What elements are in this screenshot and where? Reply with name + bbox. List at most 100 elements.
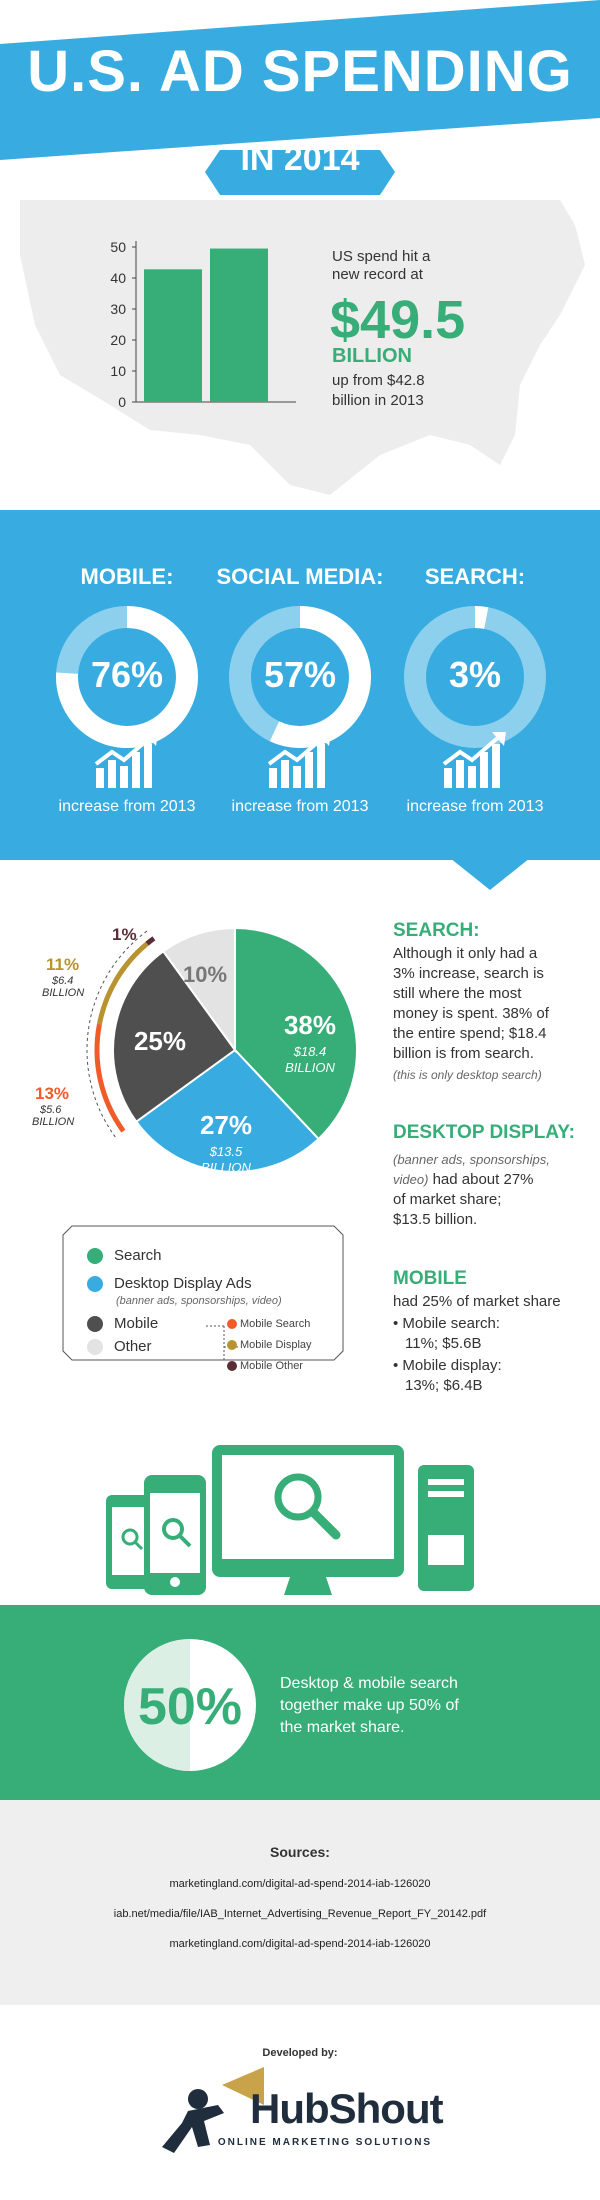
pie-display-unit: BILLION bbox=[201, 1160, 251, 1175]
mobile-note-l1: had 25% of market share bbox=[393, 1293, 561, 1310]
mobile-note-heading: MOBILE bbox=[393, 1268, 467, 1289]
mobile-breakdown-arc bbox=[145, 936, 156, 946]
mobile-bracket bbox=[86, 929, 149, 1138]
tablet-icon bbox=[106, 1495, 156, 1589]
pie-display-pct: 27% bbox=[199, 1110, 253, 1140]
pie-slice-other bbox=[161, 926, 236, 1054]
display-note-l4: $13.5 billion. bbox=[393, 1211, 478, 1228]
mobile-note-l4: • Mobile display: bbox=[393, 1357, 502, 1374]
mobile-caption: increase from 2013 bbox=[58, 798, 196, 815]
phone-icon bbox=[144, 1475, 206, 1595]
devices-illustration bbox=[106, 1445, 474, 1595]
pie-mobile-pct: 25% bbox=[133, 1026, 187, 1056]
mobile-trend-up-icon bbox=[94, 732, 158, 788]
search-label: SEARCH: bbox=[424, 564, 526, 589]
ring-progress bbox=[56, 606, 198, 748]
mobile-display-pct: 11% bbox=[46, 955, 80, 974]
pie-search-amount: $18.4 bbox=[293, 1044, 327, 1059]
legend-mobile-display: Mobile Display bbox=[240, 1339, 312, 1351]
y-tick-label: 0 bbox=[118, 394, 126, 410]
display-note-l2-italic: video) bbox=[393, 1172, 429, 1187]
y-tick-label: 50 bbox=[110, 239, 126, 255]
mobile-note-l2: • Mobile search: bbox=[393, 1315, 500, 1332]
pie-display-amount: $13.5 bbox=[209, 1144, 243, 1159]
mobile-search-amount: $5.6 bbox=[40, 1104, 62, 1116]
legend-display-sub: (banner ads, sponsorships, video) bbox=[116, 1295, 282, 1307]
header: U.S. AD SPENDING IN 2014 bbox=[0, 0, 600, 205]
growth-section: MOBILE: SOCIAL MEDIA: SEARCH: 76% 57% 3%… bbox=[0, 510, 600, 860]
mobile-breakdown-arc bbox=[94, 1023, 126, 1133]
stat-pct: 50% bbox=[137, 1678, 243, 1736]
search-note-l2: 3% increase, search is bbox=[393, 965, 544, 982]
stat-l2: together make up 50% of bbox=[280, 1697, 459, 1714]
page-subtitle: IN 2014 bbox=[240, 140, 360, 178]
brand-name: HubShout bbox=[250, 2085, 444, 2132]
pie-slice-desktop-display-ads bbox=[134, 1048, 320, 1173]
desktop-monitor-icon bbox=[212, 1445, 404, 1595]
sources-title: Sources: bbox=[270, 1844, 330, 1860]
social-trend-up-icon bbox=[267, 732, 331, 788]
stat-l3: the market share. bbox=[280, 1719, 405, 1736]
display-note-l2: video) had about 27% bbox=[393, 1170, 534, 1189]
mobile-breakdown-arc bbox=[96, 941, 149, 1025]
summary-line3: up from $42.8 bbox=[332, 372, 425, 389]
social-pct: 57% bbox=[263, 654, 337, 695]
ring-progress bbox=[269, 606, 371, 748]
summary-amount: $49.5 bbox=[330, 290, 466, 350]
y-tick-label: 40 bbox=[110, 270, 126, 286]
summary-line1: US spend hit a bbox=[332, 248, 431, 265]
computer-tower-icon bbox=[418, 1465, 474, 1591]
legend-mobile-dots bbox=[227, 1319, 237, 1371]
social-ring-chart bbox=[229, 606, 371, 748]
summary-line4: billion in 2013 bbox=[332, 392, 424, 409]
summary-unit: BILLION bbox=[332, 345, 412, 367]
hubshout-mascot-logo bbox=[162, 2067, 264, 2153]
footer: Developed by: HubShout ONLINE MARKETING … bbox=[0, 2005, 600, 2200]
mobile-note-l3: 11%; $5.6B bbox=[405, 1335, 482, 1352]
social-label: SOCIAL MEDIA: bbox=[216, 564, 384, 589]
mobile-display-amount: $6.4 bbox=[52, 975, 74, 987]
source-link-3[interactable]: marketingland.com/digital-ad-spend-2014-… bbox=[169, 1938, 431, 1950]
y-tick-label: 20 bbox=[110, 332, 126, 348]
title-banner-graphic bbox=[0, 0, 600, 195]
market-share-pie bbox=[86, 926, 358, 1173]
pie-slice-mobile bbox=[112, 949, 237, 1124]
mobile-label: MOBILE: bbox=[80, 564, 174, 589]
ring-progress bbox=[474, 606, 489, 629]
search-pct: 3% bbox=[448, 654, 502, 695]
us-spend-section: 0 10 20 30 40 50 US spend hit a new record at… bbox=[0, 195, 600, 510]
pie-slice-search bbox=[234, 926, 358, 1141]
section-arrow-pointer bbox=[450, 858, 530, 890]
legend-other: Other bbox=[114, 1338, 152, 1355]
search-note-l7: (this is only desktop search) bbox=[393, 1068, 542, 1082]
legend-display: Desktop Display Ads bbox=[114, 1275, 252, 1292]
pie-search-pct: 38% bbox=[283, 1010, 337, 1040]
legend-box bbox=[62, 1225, 344, 1361]
display-note-l2-rest: had about 27% bbox=[428, 1171, 534, 1188]
bar-2013 bbox=[144, 269, 202, 402]
source-link-1[interactable]: marketingland.com/digital-ad-spend-2014-… bbox=[169, 1878, 431, 1890]
mobile-ring-chart bbox=[56, 606, 198, 748]
search-note-heading: SEARCH: bbox=[393, 920, 480, 941]
legend-mobile-search: Mobile Search bbox=[240, 1318, 311, 1330]
search-ring-chart bbox=[404, 606, 546, 748]
display-note-l1: (banner ads, sponsorships, bbox=[393, 1152, 550, 1167]
mobile-search-pct: 13% bbox=[35, 1084, 70, 1103]
social-caption: increase from 2013 bbox=[231, 798, 369, 815]
display-note-l3: of market share; bbox=[393, 1191, 502, 1208]
search-note-l6: billion is from search. bbox=[393, 1045, 534, 1062]
page-title: U.S. AD SPENDING bbox=[27, 39, 573, 104]
spend-bar-chart: 0 10 20 30 40 50 bbox=[110, 239, 296, 410]
source-link-2[interactable]: iab.net/media/file/IAB_Internet_Advertis… bbox=[113, 1908, 487, 1920]
bar-2014 bbox=[210, 248, 268, 402]
y-tick-label: 10 bbox=[110, 363, 126, 379]
mobile-search-unit: BILLION bbox=[32, 1116, 75, 1128]
search-trend-up-icon bbox=[442, 732, 506, 788]
search-note-l5: the entire spend; $18.4 bbox=[393, 1025, 547, 1042]
search-note-l4: money is spent. 38% of bbox=[393, 1005, 549, 1022]
legend-mobile: Mobile bbox=[114, 1315, 159, 1332]
search-note-l3: still where the most bbox=[393, 985, 522, 1002]
mobile-pct: 76% bbox=[90, 654, 164, 695]
legend-dots bbox=[87, 1248, 103, 1355]
legend-mobile-other: Mobile Other bbox=[240, 1360, 303, 1372]
